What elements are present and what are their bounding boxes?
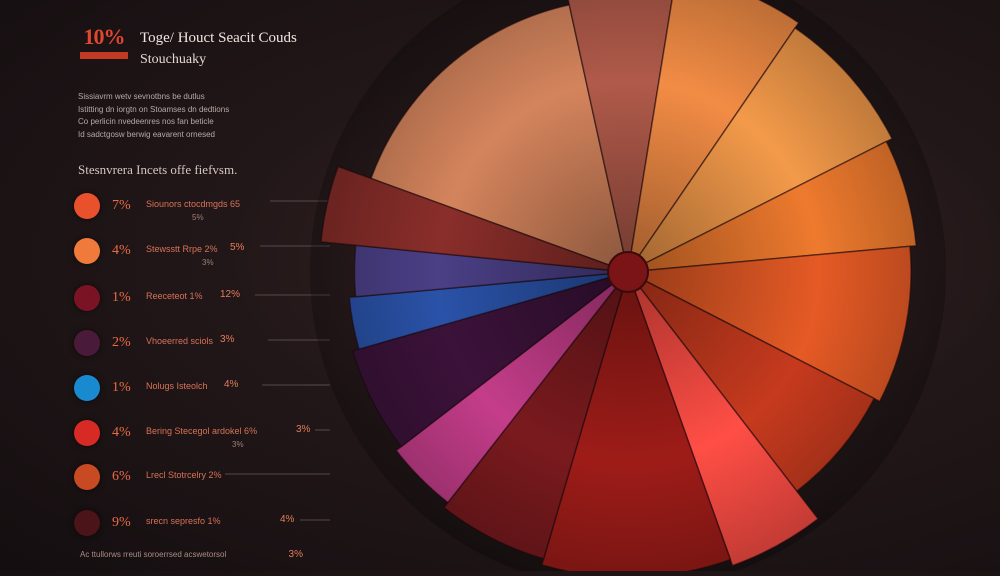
logo-bar — [80, 52, 128, 59]
legend-value: 3% — [220, 334, 235, 345]
description-line: Sissiavrm wetv sevnotbns be dutlus — [78, 92, 205, 101]
legend-label: Lrecl Stotrcelry 2% — [146, 470, 222, 480]
legend-value: 4% — [224, 379, 239, 390]
footer-value: 3% — [288, 549, 303, 560]
legend-swatch — [74, 193, 100, 219]
legend-swatch — [74, 238, 100, 264]
legend-item: 9% srecn sepresfo 1% 4% — [74, 508, 374, 538]
legend-item: 2% Vhoeerred sciols 3% — [74, 328, 374, 358]
legend-label: Vhoeerred sciols — [146, 336, 214, 346]
legend-label: Nolugs Isteolch — [146, 381, 208, 391]
legend-percent: 6% — [112, 469, 131, 484]
legend-percent: 7% — [112, 198, 131, 213]
legend-swatch — [74, 375, 100, 401]
legend-percent: 4% — [112, 425, 131, 440]
legend-value: 5% — [230, 242, 245, 253]
leader-lines — [225, 200, 330, 521]
legend-value: 4% — [280, 514, 295, 525]
footer-text: Ac ttullorws rreuti soroerrsed acswetors… — [80, 550, 227, 559]
legend-item: 4% Stewsstt Rrpe 2% 5% 3% — [74, 236, 374, 267]
description-line: Id sadctgosw berwig eavarent ornesed — [78, 129, 215, 139]
legend-sub-value: 3% — [232, 440, 244, 449]
legend-value: 12% — [220, 289, 241, 300]
legend-percent: 9% — [112, 515, 131, 530]
page-subtitle: Stouchuaky — [140, 52, 207, 67]
legend-swatch — [74, 330, 100, 356]
legend-swatch — [74, 285, 100, 311]
legend-label: Bering Stecegol ardokel 6% — [146, 426, 258, 436]
legend-item: 1% Nolugs Isteolch 4% — [74, 373, 374, 403]
legend-label: Siounors ctocdmgds 65 — [146, 199, 241, 209]
description-block: Sissiavrm wetv sevnotbns be dutlus Istit… — [78, 91, 229, 141]
report-logo: 10% — [80, 26, 128, 59]
description-line: Istitting dn iorgtn on Stoamses dn dedti… — [78, 104, 230, 114]
footer-note: Ac ttullorws rreuti soroerrsed acswetors… — [80, 549, 303, 560]
legend-percent: 1% — [112, 290, 131, 305]
legend-sub-value: 5% — [192, 213, 204, 222]
legend-percent: 4% — [112, 243, 131, 258]
legend-item: 1% Reeceteot 1% 12% — [74, 283, 374, 313]
legend-percent: 1% — [112, 380, 131, 395]
legend-value: 3% — [296, 424, 311, 435]
legend-item: 4% Bering Stecegol ardokel 6% 3% 3% — [74, 418, 374, 449]
legend-swatch — [74, 464, 100, 490]
page-title: Toge/ Houct Seacit Couds — [140, 30, 297, 46]
legend-swatch — [74, 420, 100, 446]
legend-label: Reeceteot 1% — [146, 291, 203, 301]
legend-swatch — [74, 510, 100, 536]
legend-title: Stesnvrera Incets offe fiefvsm. — [78, 162, 238, 177]
legend-sub-value: 3% — [202, 258, 214, 267]
logo-number: 10% — [83, 24, 126, 49]
legend-label: srecn sepresfo 1% — [146, 516, 221, 526]
legend-item: 7% Siounors ctocdmgds 65 5% — [74, 191, 374, 222]
legend-label: Stewsstt Rrpe 2% — [146, 244, 218, 254]
description-line: Co perlicin nvedeenres nos fan beticle — [78, 117, 214, 126]
pie-hub — [607, 251, 649, 293]
legend-item: 6% Lrecl Stotrcelry 2% — [74, 462, 374, 492]
legend-percent: 2% — [112, 335, 131, 350]
